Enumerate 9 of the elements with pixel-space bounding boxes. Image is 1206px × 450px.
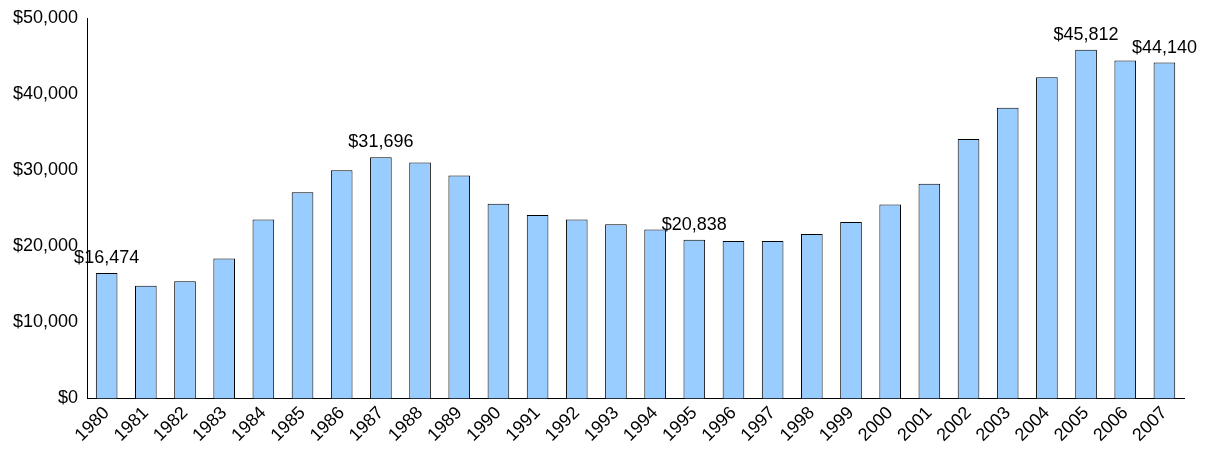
y-tick-label: $50,000 — [12, 6, 79, 27]
y-tick-label: $10,000 — [12, 311, 79, 332]
data-label: $20,838 — [661, 213, 727, 234]
y-tick-label: $30,000 — [12, 159, 79, 180]
data-label: $31,696 — [348, 131, 414, 152]
y-tick-label: $0 — [58, 387, 79, 408]
data-label: $44,140 — [1131, 36, 1197, 57]
data-label: $45,812 — [1053, 23, 1119, 44]
y-tick-label: $40,000 — [12, 83, 79, 104]
